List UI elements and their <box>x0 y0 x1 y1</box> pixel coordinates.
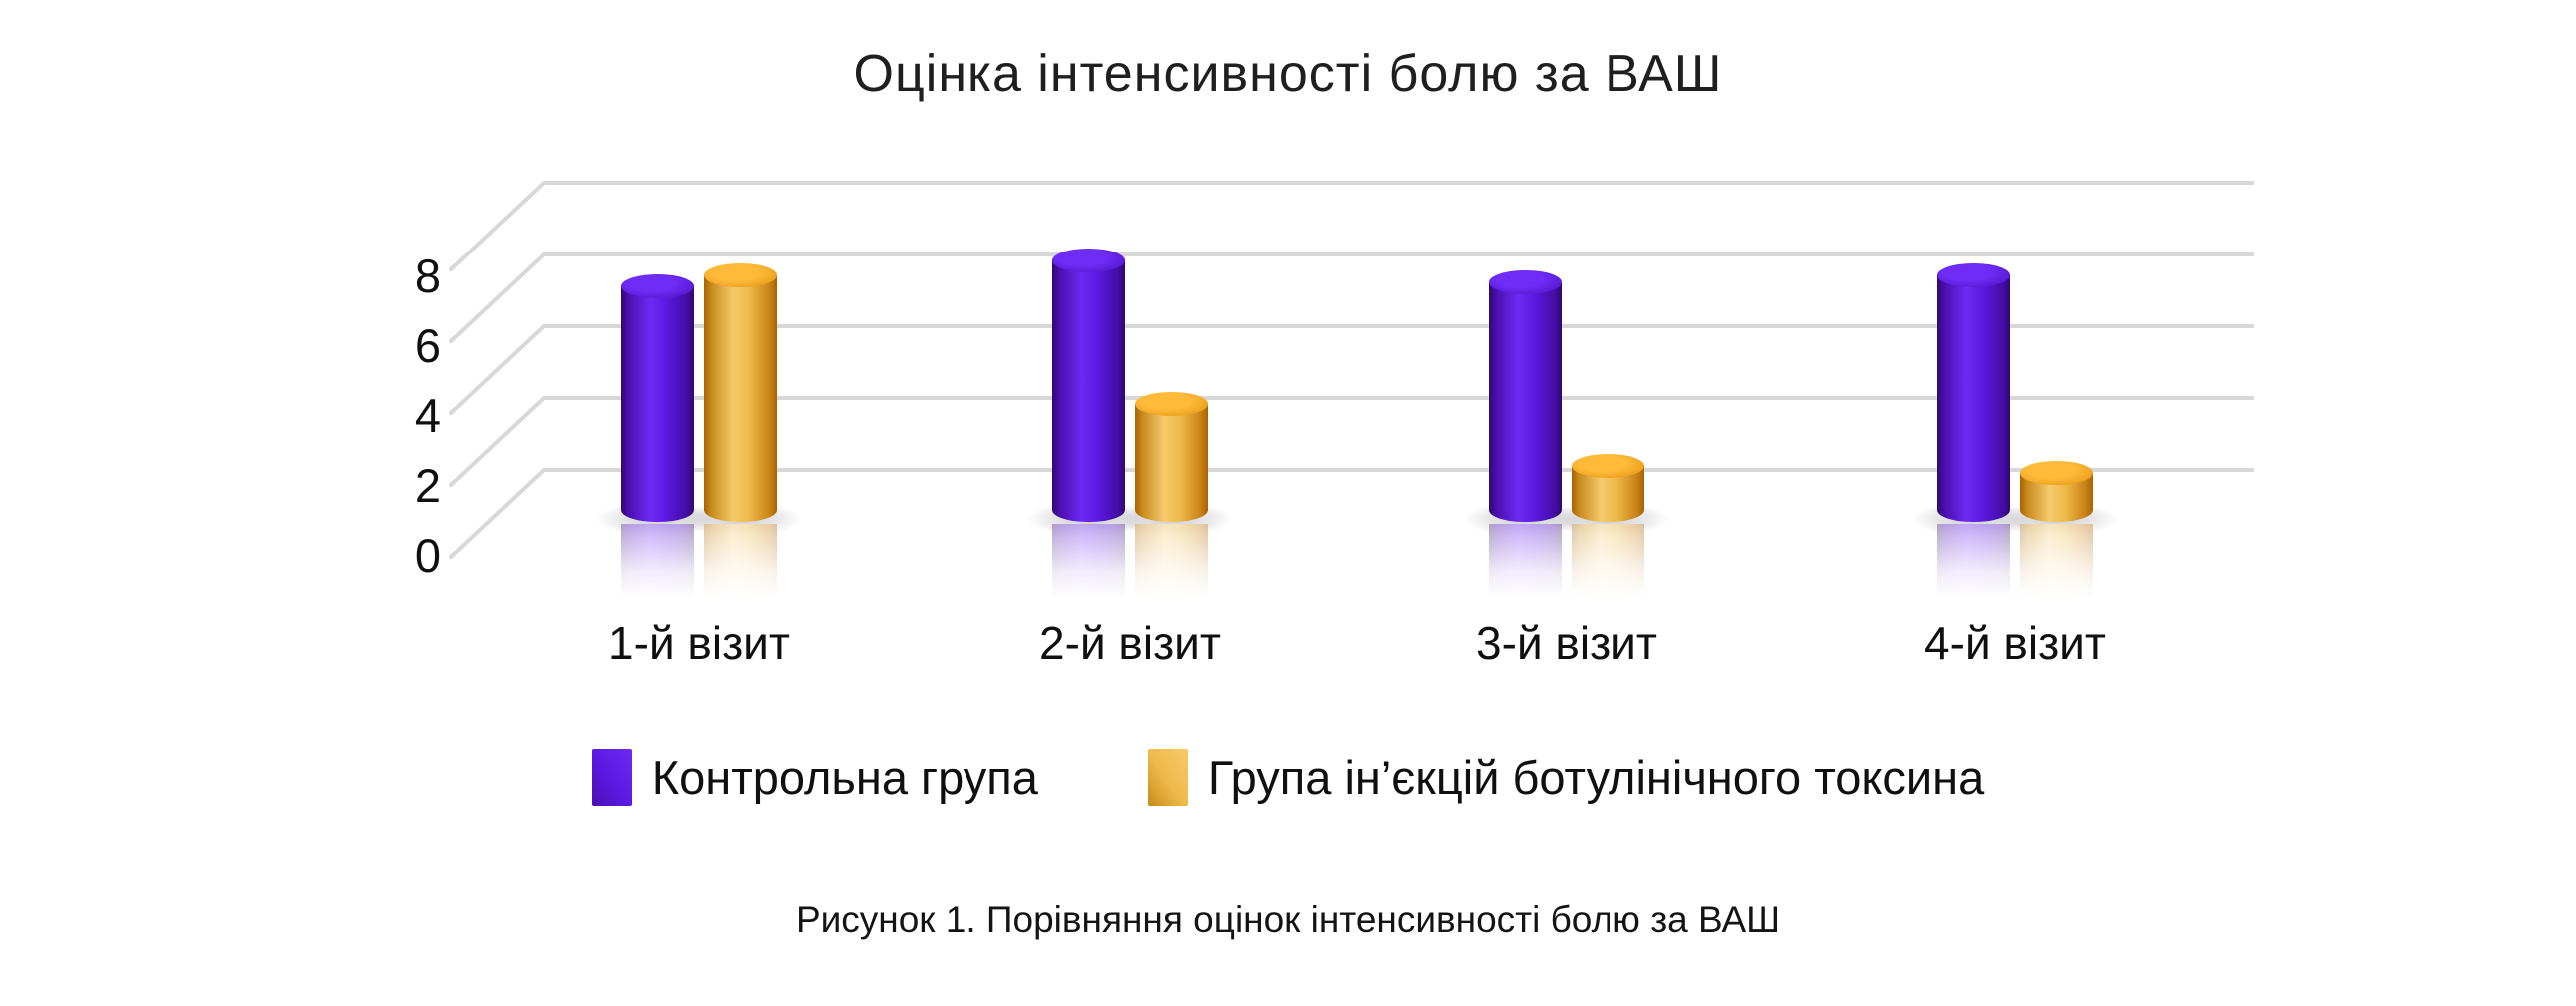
grid-line-2 <box>449 396 2254 487</box>
x-axis-label-visit-3: 3-й візит <box>1476 617 1657 669</box>
figure-caption: Рисунок 1. Порівняння оцінок інтенсивнос… <box>795 899 1781 940</box>
grid-line-4 <box>449 324 2254 415</box>
bar-top-cap <box>1489 270 1562 294</box>
y-tick-label-4: 4 <box>414 389 441 442</box>
bar-top-cap <box>704 263 777 287</box>
grid-line-8 <box>449 181 2254 271</box>
x-axis-label-visit-2: 2-й візит <box>1039 617 1221 669</box>
y-tick-label-2: 2 <box>414 459 441 512</box>
bar-gold-visit-2 <box>1111 392 1232 610</box>
bar-body <box>621 286 694 522</box>
bar-reflection <box>1135 524 1208 610</box>
legend-label: Контрольна група <box>651 751 1038 804</box>
bar-gold-visit-1 <box>680 263 801 610</box>
bar-body <box>1937 275 2010 522</box>
bar-gold-visit-3 <box>1548 454 1668 610</box>
bar-reflection <box>1489 524 1562 610</box>
bar-purple-visit-1 <box>597 274 718 610</box>
y-tick-label-8: 8 <box>414 250 441 302</box>
bar-reflection <box>1572 524 1644 610</box>
bar-body <box>1489 282 1562 522</box>
bar-top-cap <box>1937 263 2010 287</box>
legend-label: Група ін’єкцій ботулінічного токсина <box>1207 751 1985 804</box>
bar-body <box>1052 260 1125 522</box>
grid-line-6 <box>449 252 2254 343</box>
y-tick-label-0: 0 <box>414 529 441 582</box>
chart-title: Оцінка інтенсивності болю за ВАШ <box>853 45 1723 103</box>
bar-reflection <box>621 524 694 610</box>
bar-purple-visit-4 <box>1913 263 2034 610</box>
bar-top-cap <box>1052 249 1125 272</box>
bar-top-cap <box>2020 461 2093 485</box>
bar-purple-visit-3 <box>1465 270 1586 610</box>
bar-gold-visit-4 <box>1996 461 2117 610</box>
bar-reflection <box>1937 524 2010 610</box>
legend-item-gold: Група ін’єкцій ботулінічного токсина <box>1147 749 1985 806</box>
bar-reflection <box>704 524 777 610</box>
bar-purple-visit-2 <box>1028 249 1149 610</box>
grid-line-0 <box>449 468 2254 559</box>
legend: Контрольна група Група ін’єкцій ботулініч… <box>0 749 2576 806</box>
x-axis-label-visit-1: 1-й візит <box>608 617 790 669</box>
legend-item-purple: Контрольна група <box>591 749 1038 806</box>
legend-swatch-purple <box>591 749 632 806</box>
bar-top-cap <box>1572 454 1644 478</box>
bar-body <box>704 275 777 522</box>
y-tick-label-6: 6 <box>414 319 441 372</box>
legend-swatch-gold <box>1147 749 1188 806</box>
bar-reflection <box>1052 524 1125 610</box>
bar-body <box>1135 404 1208 522</box>
bar-top-cap <box>621 274 694 298</box>
bar-reflection <box>2020 524 2093 610</box>
x-axis-label-visit-4: 4-й візит <box>1924 617 2106 669</box>
bar-top-cap <box>1135 392 1208 416</box>
